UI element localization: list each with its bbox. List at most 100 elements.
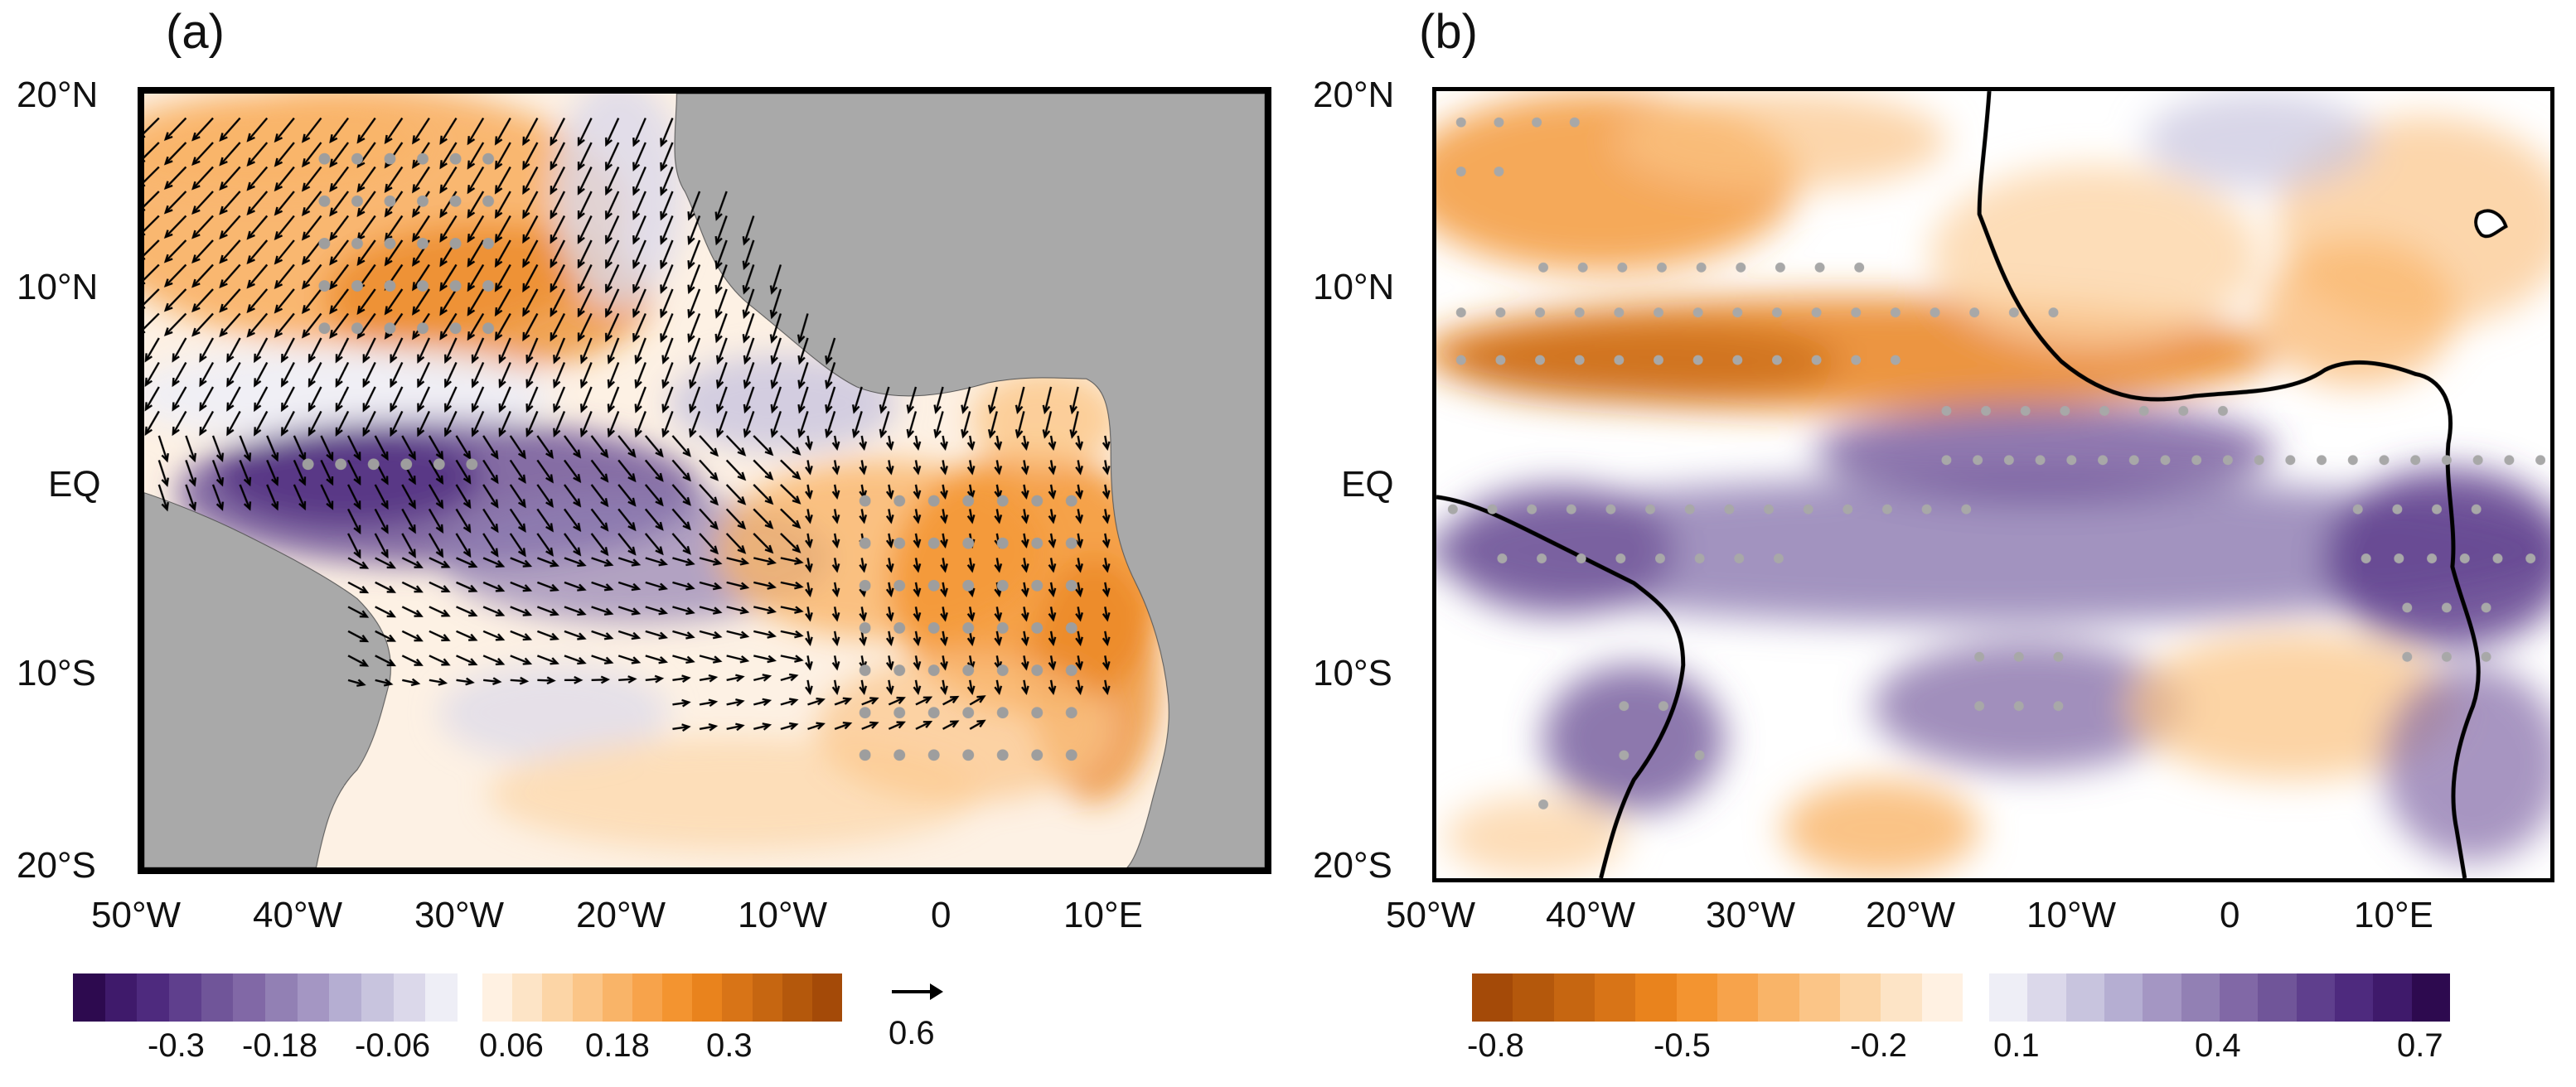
wind-arrowhead: [767, 582, 777, 590]
wind-arrowhead: [417, 354, 425, 364]
wind-arrowhead: [490, 524, 499, 534]
wind-arrow: [550, 142, 566, 170]
panel-b-field: [1436, 91, 2550, 878]
wind-arrow: [266, 459, 278, 485]
wind-arrow: [617, 484, 636, 506]
wind-arrow: [281, 337, 295, 362]
wind-arrowhead: [380, 476, 389, 486]
wind-arrowhead: [462, 450, 472, 461]
wind-arrowhead: [913, 539, 922, 549]
significance-dot: [1764, 504, 1774, 515]
wind-arrowhead: [417, 403, 425, 413]
wind-arrow: [509, 484, 526, 507]
colorbar-swatch: [1635, 973, 1677, 1022]
wind-arrow: [362, 337, 376, 362]
wind-arrowhead: [435, 500, 444, 510]
significance-dot: [962, 664, 975, 676]
wind-arrowhead: [714, 309, 723, 319]
wind-arrow: [247, 142, 269, 166]
wind-arrow: [725, 484, 746, 505]
wind-arrow: [220, 239, 241, 263]
wind-arrow: [699, 459, 719, 481]
wind-arrow: [220, 288, 241, 312]
wind-arrowhead: [468, 633, 478, 641]
wind-arrowhead: [842, 697, 853, 705]
wind-arrowhead: [298, 500, 307, 511]
wind-arrowhead: [922, 721, 933, 728]
wind-arrowhead: [1048, 515, 1057, 524]
wind-arrowhead: [1102, 587, 1111, 598]
wind-arrow: [482, 508, 499, 532]
wind-arrow: [717, 386, 728, 412]
wind-arrowhead: [573, 547, 582, 557]
wind-arrowhead: [498, 403, 506, 413]
wind-arrowhead: [408, 451, 416, 461]
wind-arrow: [632, 167, 646, 195]
wind-arrow: [482, 630, 504, 640]
colorbar-swatch: [782, 973, 812, 1022]
wind-arrowhead: [490, 450, 499, 460]
wind-arrow: [632, 312, 646, 341]
wind-arrowhead: [687, 309, 695, 319]
wind-arrowhead: [356, 207, 366, 218]
wind-arrow: [715, 239, 728, 268]
wind-arrowhead: [869, 697, 879, 705]
wind-arrow: [375, 557, 395, 569]
wind-arrow: [417, 361, 431, 387]
wind-arrow: [753, 581, 775, 588]
wind-arrow: [662, 386, 674, 412]
wind-arrowhead: [966, 612, 976, 622]
wind-arrow: [302, 166, 322, 191]
significance-dot: [2013, 701, 2024, 712]
wind-arrow: [164, 117, 187, 140]
wind-arrow: [220, 142, 241, 166]
wind-arrowhead: [764, 447, 774, 457]
wind-arrow: [429, 679, 446, 684]
wind-arrow: [564, 508, 581, 531]
wind-arrowhead: [219, 230, 228, 240]
significance-dot: [1814, 262, 1825, 273]
wind-arrowhead: [550, 307, 558, 317]
wind-arrowhead: [708, 674, 719, 683]
wind-arrowhead: [215, 501, 225, 511]
significance-dot: [1930, 307, 1940, 318]
wind-arrow: [467, 191, 485, 218]
significance-dot: [2008, 307, 2019, 318]
wind-arrowhead: [274, 206, 283, 216]
wind-arrowhead: [735, 722, 745, 732]
wind-arrowhead: [362, 378, 370, 389]
wind-arrowhead: [525, 428, 534, 437]
wind-arrowhead: [709, 545, 719, 555]
wind-arrow: [192, 263, 214, 287]
wind-arrow: [347, 484, 361, 509]
wind-arrow: [247, 239, 269, 263]
wind-arrowhead: [805, 563, 813, 573]
wind-arrow: [564, 557, 585, 567]
wind-arrowhead: [1048, 441, 1057, 452]
wind-arrow: [144, 239, 160, 257]
wind-arrowhead: [709, 520, 719, 530]
wind-arrowhead: [1021, 466, 1029, 476]
wind-arrowhead: [1021, 661, 1029, 671]
significance-dot: [482, 152, 495, 165]
wind-arrow: [605, 312, 620, 341]
wind-arrowhead: [797, 334, 806, 345]
wind-arrow: [644, 459, 663, 481]
wind-arrow: [347, 606, 368, 618]
wind-arrow: [564, 533, 581, 556]
wind-arrowhead: [522, 234, 530, 244]
wind-arrowhead: [770, 403, 778, 414]
wind-arrow: [645, 606, 666, 614]
wind-arrowhead: [1021, 490, 1029, 500]
wind-arrowhead: [467, 136, 476, 146]
wind-arrow: [192, 239, 214, 263]
a-ytick-10n: 10°N: [17, 267, 99, 307]
wind-arrowhead: [359, 659, 370, 667]
significance-dot: [1527, 504, 1537, 515]
wind-arrow: [632, 191, 646, 219]
wind-arrowhead: [215, 452, 225, 462]
wind-arrowhead: [885, 661, 894, 671]
colorbar-swatch: [2258, 973, 2297, 1022]
wind-arrowhead: [191, 254, 201, 264]
wind-arrowhead: [326, 452, 334, 461]
